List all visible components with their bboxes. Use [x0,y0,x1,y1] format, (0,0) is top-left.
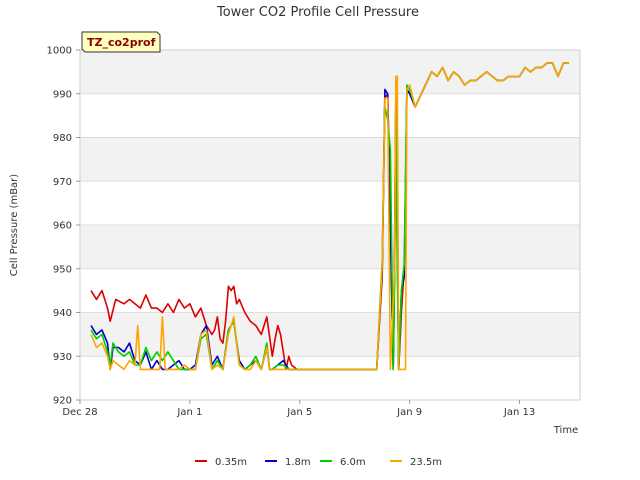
y-tick-label: 1000 [47,46,72,57]
background-band [80,312,580,357]
y-tick-label: 990 [53,89,72,100]
y-axis-ticks: 920 930 940 950 960 970 980 990 1000 [47,46,80,407]
series-line-23.5m [90,62,569,371]
chart-title: Tower CO2 Profile Cell Pressure [216,5,419,20]
x-axis-title: Time [553,425,578,436]
legend-label-6.0m: 6.0m [340,457,366,468]
x-tick-label: Dec 28 [62,407,97,418]
x-tick-label: Jan 5 [286,407,312,418]
x-tick-label: Jan 13 [503,407,535,418]
background-band [80,50,580,94]
legend: 0.35m 1.8m 6.0m 23.5m [195,457,442,468]
series-lines [90,62,569,371]
y-tick-label: 940 [53,308,72,319]
site-badge: TZ_co2prof [81,31,161,53]
y-tick-label: 950 [53,264,72,275]
badge-box [81,31,161,53]
background-band [80,225,580,269]
background-band [80,137,580,182]
badge-label: TZ_co2prof [87,36,156,49]
legend-label-0.35m: 0.35m [215,457,247,468]
legend-label-1.8m: 1.8m [285,457,311,468]
plot-background-bands [80,50,580,357]
x-tick-label: Jan 9 [396,407,422,418]
x-axis-ticks: Dec 28 Jan 1 Jan 5 Jan 9 Jan 13 [62,400,535,418]
y-axis-title: Cell Pressure (mBar) [9,174,20,276]
legend-label-23.5m: 23.5m [410,457,442,468]
y-tick-label: 930 [53,352,72,363]
y-tick-label: 920 [53,396,72,407]
y-tick-label: 960 [53,221,72,232]
y-tick-label: 970 [53,177,72,188]
y-tick-label: 980 [53,133,72,144]
x-tick-label: Jan 1 [176,407,202,418]
